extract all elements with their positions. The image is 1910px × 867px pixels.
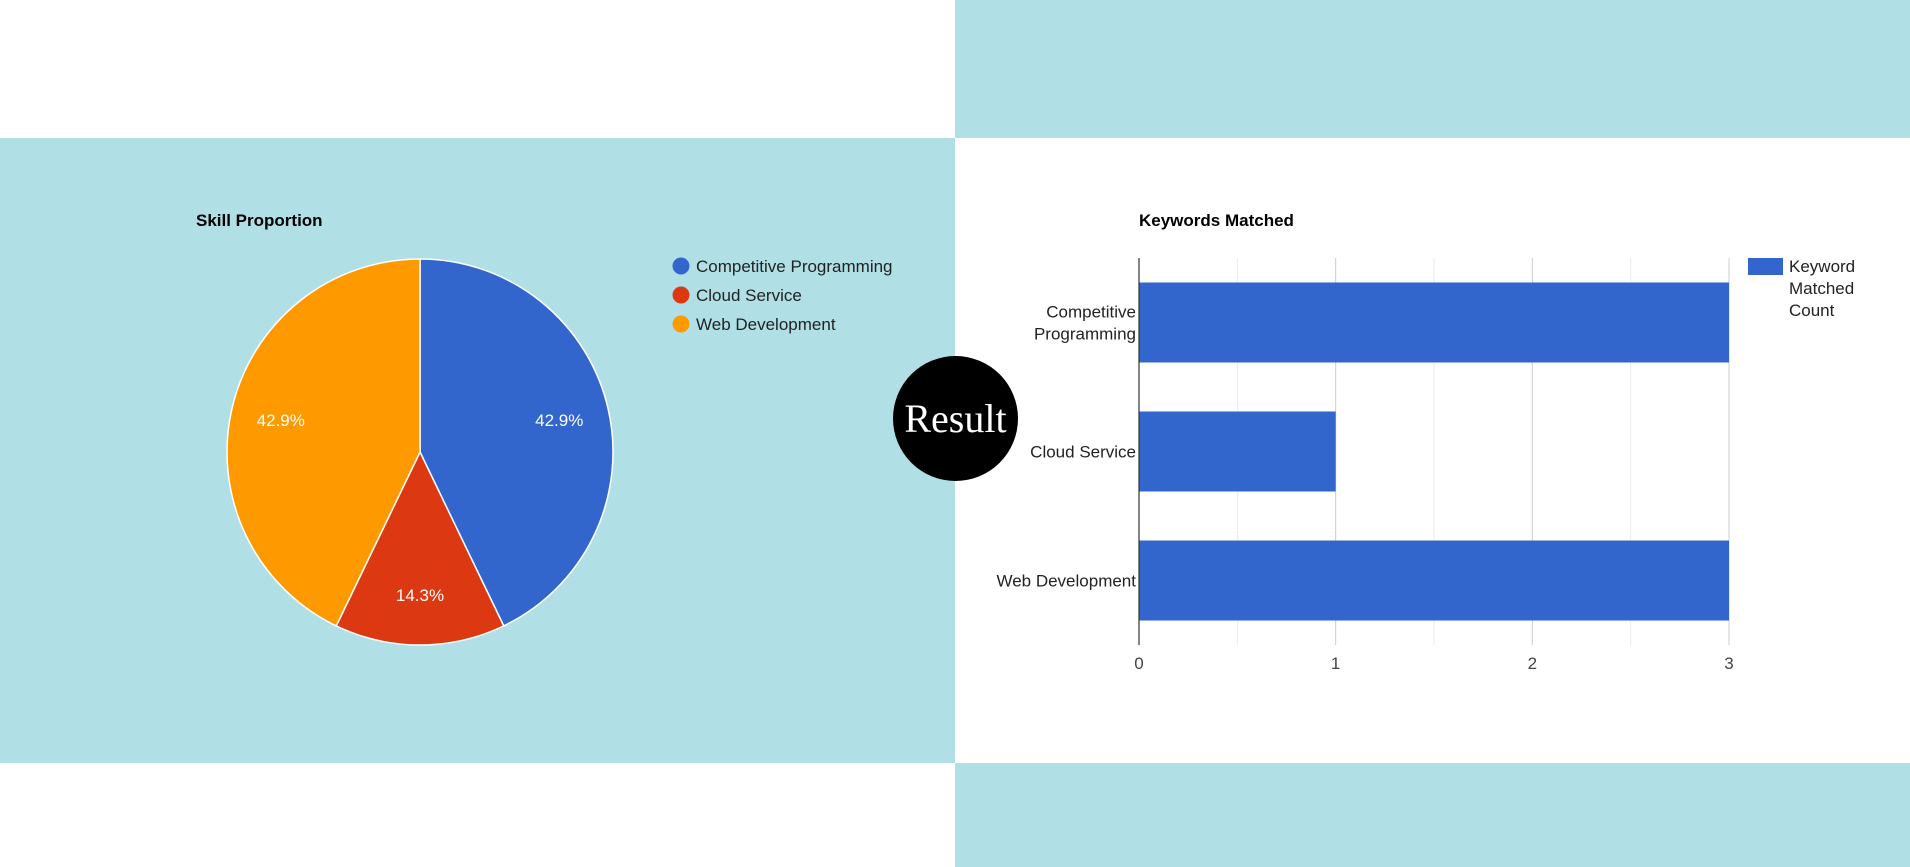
pie-slice	[226, 258, 421, 627]
pie-legend-marker	[672, 257, 690, 275]
bar-legend-label: Keyword Matched Count	[1789, 257, 1855, 320]
bar-category-label: Competitive Programming	[1034, 303, 1136, 344]
bar	[1139, 282, 1729, 363]
bar-x-tick-label: 2	[1528, 654, 1537, 673]
bar	[1139, 540, 1729, 621]
result-badge-label: Result	[904, 396, 1007, 441]
bar-x-tick-label: 0	[1134, 654, 1143, 673]
pie-legend-label: Competitive Programming	[696, 257, 893, 276]
bar-chart-title: Keywords Matched	[1139, 211, 1294, 230]
result-badge: Result	[893, 356, 1018, 481]
pie-chart-title: Skill Proportion	[196, 211, 323, 230]
pie-legend-marker	[672, 286, 690, 304]
pie-slice-label: 42.9%	[257, 411, 305, 430]
bottom-right-band	[955, 763, 1910, 867]
bar-chart: Competitive Programming Cloud Service Web D…	[996, 257, 1855, 673]
bar-x-tick-label: 3	[1724, 654, 1733, 673]
pie-slice	[419, 258, 614, 627]
bar-category-label: Cloud Service	[1030, 443, 1136, 462]
pie-chart: 42.9% 14.3% 42.9% Competitive Programming C…	[226, 257, 893, 646]
bar-legend-marker	[1748, 258, 1783, 275]
pie-slice-label: 42.9%	[535, 411, 583, 430]
top-right-band	[955, 0, 1910, 138]
pie-slice-label: 14.3%	[396, 586, 444, 605]
pie-slice	[335, 450, 505, 646]
bar-x-tick-label: 1	[1331, 654, 1340, 673]
bar-category-label: Web Development	[996, 572, 1136, 591]
pie-legend-label: Web Development	[696, 315, 836, 334]
pie-legend-label: Cloud Service	[696, 286, 802, 305]
pie-legend-marker	[672, 315, 690, 333]
bar	[1139, 411, 1336, 492]
